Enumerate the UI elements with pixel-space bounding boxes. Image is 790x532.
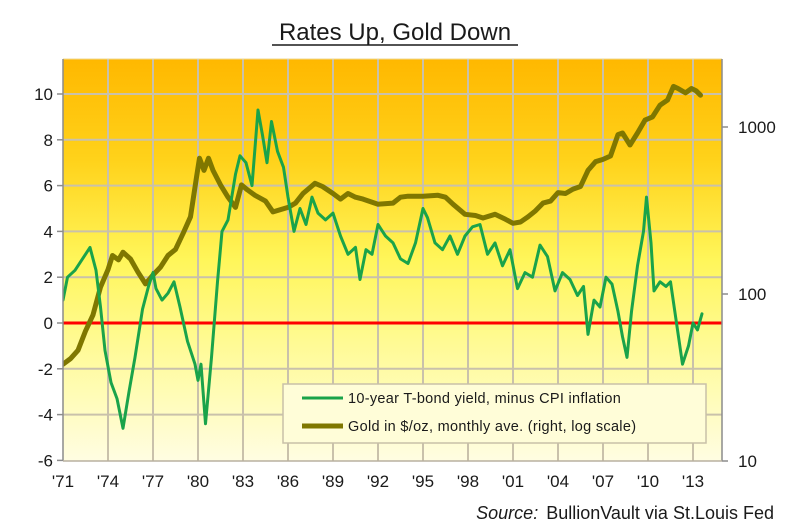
x-tick-label: '98 [457, 472, 479, 491]
x-tick-label: '01 [502, 472, 524, 491]
x-tick-label: '13 [682, 472, 704, 491]
source-label: Source: [476, 503, 538, 523]
left-tick-label: 8 [44, 131, 53, 150]
right-tick-label: 1000 [738, 118, 776, 137]
left-tick-label: 6 [44, 177, 53, 196]
x-tick-label: '95 [412, 472, 434, 491]
x-tick-label: '86 [277, 472, 299, 491]
right-tick-label: 100 [738, 285, 766, 304]
left-tick-label: -6 [38, 451, 53, 470]
legend: 10-year T-bond yield, minus CPI inflatio… [282, 383, 707, 444]
legend-label-gold: Gold in $/oz, monthly ave. (right, log s… [348, 419, 636, 435]
x-tick-label: '92 [367, 472, 389, 491]
x-tick-label: '07 [592, 472, 614, 491]
x-tick-label: '77 [142, 472, 164, 491]
x-axis-ticks: '71 '74 '77 '80 '83 '86 '89 '92 '95 '98 '01 '04 '07 '… [52, 472, 704, 491]
left-tick-label: 10 [34, 85, 53, 104]
series-gold-line [63, 83, 703, 367]
x-tick-label: '04 [547, 472, 569, 491]
legend-label-yield: 10-year T-bond yield, minus CPI inflatio… [348, 391, 621, 407]
x-tick-label: '74 [97, 472, 119, 491]
x-tick-label: '80 [187, 472, 209, 491]
right-axis-ticks: 10 100 1000 [722, 118, 776, 471]
x-tick-label: '89 [322, 472, 344, 491]
right-tick-label: 10 [738, 452, 757, 471]
left-tick-label: -4 [38, 406, 53, 425]
x-tick-label: '71 [52, 472, 74, 491]
left-axis-ticks: -6 -4 -2 0 2 4 6 8 10 [34, 85, 63, 470]
legend-box [282, 383, 707, 444]
x-tick-label: '83 [232, 472, 254, 491]
left-tick-label: 4 [44, 222, 53, 241]
left-tick-label: 2 [44, 268, 53, 287]
x-tick-label: '10 [637, 472, 659, 491]
source-note: Source: BullionVault via St.Louis Fed [476, 503, 774, 523]
source-text: BullionVault via St.Louis Fed [546, 503, 774, 523]
series-real-yield-line [63, 108, 704, 430]
left-tick-label: 0 [44, 314, 53, 333]
left-tick-label: -2 [38, 360, 53, 379]
chart-title: Rates Up, Gold Down [279, 19, 511, 46]
